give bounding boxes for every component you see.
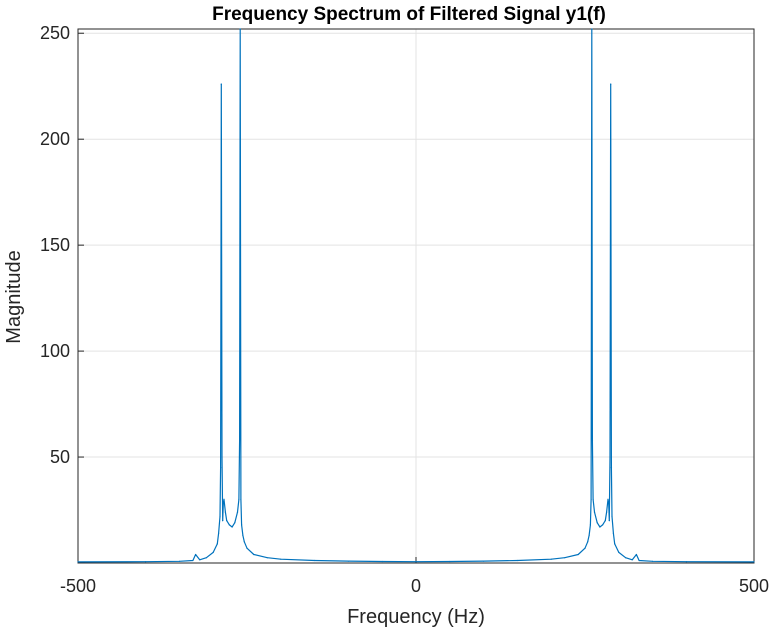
y-tick-label: 250 — [40, 23, 70, 43]
y-tick-label: 50 — [50, 447, 70, 467]
spectrum-data-point — [652, 560, 654, 562]
chart-title: Frequency Spectrum of Filtered Signal y1… — [212, 4, 606, 25]
spectrum-data-point — [631, 559, 633, 561]
spectrum-data-point — [589, 524, 592, 526]
spectrum-data-point — [239, 28, 241, 30]
spectrum-data-point — [222, 520, 224, 522]
tick-labels: -500 0 500 50 100 150 200 250 — [40, 23, 769, 596]
spectrum-data-point — [205, 557, 207, 559]
spectrum-data-point — [314, 559, 316, 562]
spectrum-data-point — [195, 553, 197, 556]
spectrum-data-point — [592, 498, 594, 500]
y-tick-label: 100 — [40, 341, 70, 361]
y-tick-label: 200 — [40, 129, 70, 149]
spectrum-data-point — [614, 543, 616, 545]
spectrum-data-point — [242, 534, 244, 537]
spectrum-data-point — [610, 83, 612, 85]
spectrum-data-point — [593, 511, 596, 513]
spectrum-data-point — [219, 515, 221, 518]
spectrum-data-point — [635, 553, 638, 556]
spectrum-data-point — [591, 28, 593, 30]
spectrum-data-point — [220, 83, 222, 85]
spectrum-data-point — [685, 561, 688, 563]
x-axis-label: Frequency (Hz) — [347, 606, 485, 628]
spectrum-data-point — [753, 561, 755, 563]
spectrum-data-point — [516, 559, 519, 562]
spectrum-data-point — [243, 541, 245, 543]
spectrum-data-point — [612, 532, 615, 534]
spectrum-data-point — [625, 557, 627, 559]
spectrum-data-point — [599, 526, 601, 528]
spectrum-data-point — [606, 511, 608, 513]
spectrum-data-point — [234, 522, 236, 524]
spectrum-data-point — [236, 511, 239, 513]
spectrum-data-point — [224, 511, 226, 513]
x-tick-label: 0 — [411, 576, 421, 596]
x-tick-label: 500 — [739, 576, 769, 596]
spectrum-data-point — [221, 456, 223, 458]
spectrum-data-point — [610, 467, 613, 469]
plot-frame — [77, 28, 755, 564]
spectrum-data-point — [602, 524, 604, 526]
spectrum-data-point — [239, 439, 241, 441]
spectrum-data-point — [608, 520, 610, 522]
spectrum-data-point — [381, 560, 383, 563]
y-axis-label: Magnitude — [3, 250, 25, 343]
spectrum-data-point — [178, 560, 180, 562]
spectrum-data-point — [587, 541, 589, 543]
spectrum-data-point — [241, 524, 243, 526]
spectrum-data-point — [611, 515, 613, 518]
spectrum-data-point — [483, 560, 485, 562]
spectrum-data-point — [607, 498, 609, 500]
spectrum-data-point — [228, 524, 230, 526]
spectrum-data-point — [240, 498, 242, 500]
spectrum-data-point — [266, 557, 268, 559]
spectrum-data-point — [222, 503, 224, 505]
spectrum-data-point — [577, 553, 579, 556]
spectrum-data-point — [238, 498, 240, 500]
y-tick-label: 150 — [40, 235, 70, 255]
spectrum-data-point — [223, 498, 225, 500]
spectrum-data-point — [564, 557, 566, 559]
spectrum-data-point — [199, 559, 201, 561]
spectrum-data-point — [192, 559, 194, 562]
spectrum-data-point — [609, 456, 611, 458]
x-tick-label: -500 — [60, 576, 96, 596]
spectrum-data-point — [253, 553, 255, 556]
spectrum-data-point — [212, 551, 214, 554]
spectrum-data-point — [347, 560, 349, 562]
series-layer — [77, 28, 755, 563]
spectrum-data-point — [216, 543, 218, 545]
spectrum-data-point — [590, 498, 592, 500]
spectrum-data-point — [280, 558, 282, 560]
spectrum-data-point — [591, 439, 594, 441]
spectrum-data-point — [218, 532, 220, 534]
spectrum-data-point — [550, 558, 552, 560]
spectrum-data-point — [415, 561, 417, 563]
spectrum-data-point — [618, 551, 620, 554]
spectrum-data-point — [220, 467, 222, 469]
spectrum-data-point — [77, 561, 79, 563]
spectrum-data-point — [226, 520, 228, 522]
spectrum-data-point — [145, 561, 147, 563]
spectrum-data-point — [608, 503, 610, 505]
spectrum-data-point — [604, 520, 606, 522]
spectrum-data-point — [588, 534, 590, 537]
spectrum-data-point — [638, 559, 640, 562]
spectrum-data-point — [449, 560, 451, 563]
spectrum-data-point — [246, 547, 248, 549]
spectrum-data-point — [596, 522, 598, 524]
spectrum-data-point — [584, 547, 586, 549]
spectrum-data-point — [231, 526, 233, 528]
